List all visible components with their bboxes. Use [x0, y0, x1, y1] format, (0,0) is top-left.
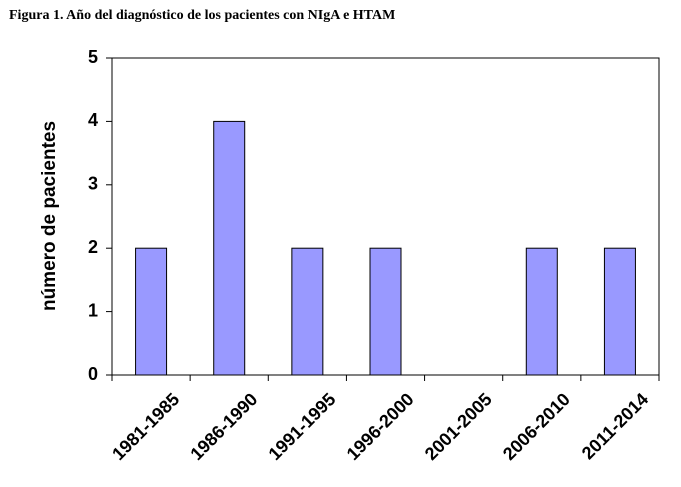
x-tick-label: 1996-2000 [343, 389, 418, 464]
x-tick-label: 2006-2010 [499, 389, 574, 464]
bar-1986-1990 [213, 120, 246, 376]
x-tick-label: 1981-1985 [108, 389, 183, 464]
bar-1991-1995 [291, 247, 324, 376]
x-tick-label: 2001-2005 [421, 389, 496, 464]
x-tick-label: 1991-1995 [265, 389, 340, 464]
bar-1996-2000 [369, 247, 402, 376]
bar-1981-1985 [135, 247, 168, 376]
x-tick-label: 1986-1990 [186, 389, 261, 464]
bar-2006-2010 [525, 247, 558, 376]
y-tick-label: 5 [88, 47, 98, 67]
y-tick-label: 1 [88, 300, 98, 320]
y-axis-label: número de pacientes [39, 121, 60, 311]
y-tick-label: 3 [88, 174, 98, 194]
y-tick-label: 2 [88, 237, 98, 257]
figure-title: Figura 1. Año del diagnóstico de los pac… [9, 8, 396, 23]
bar-2011-2014 [603, 247, 636, 376]
y-tick-label: 4 [88, 110, 98, 130]
y-tick-label: 0 [88, 364, 98, 384]
x-tick-label: 2011-2014 [578, 389, 652, 463]
